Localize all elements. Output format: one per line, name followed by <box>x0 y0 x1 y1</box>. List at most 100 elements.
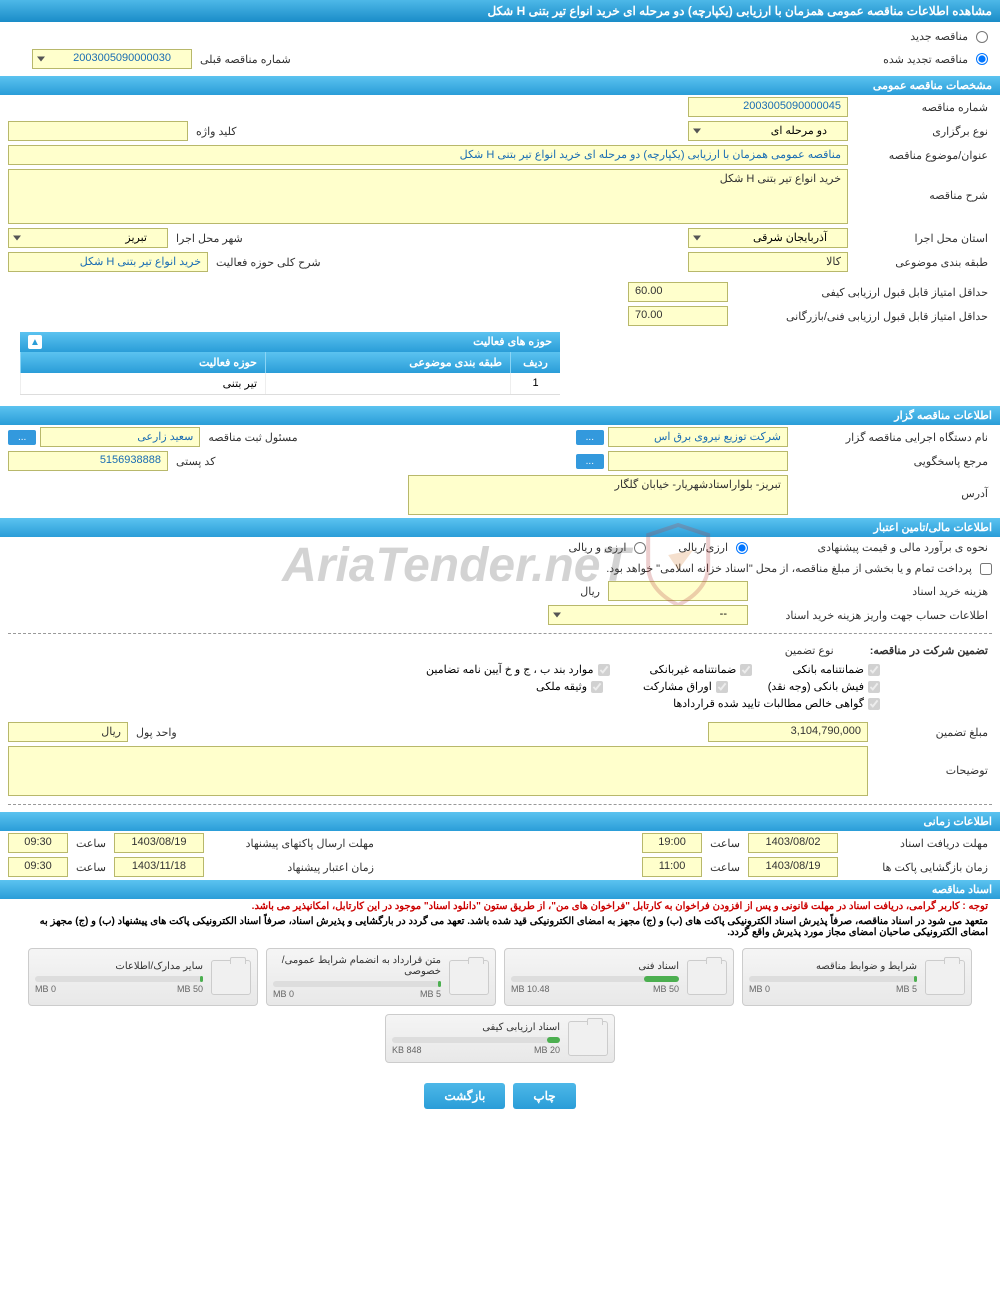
cb-bank-guarantee[interactable] <box>868 664 880 676</box>
prev-number-dropdown[interactable]: 2003005090000030 <box>32 49 192 69</box>
cb-receivables-label: گواهی خالص مطالبات تایید شده قراردادها <box>673 697 864 710</box>
radio-renewed-label: مناقصه تجدید شده <box>879 51 972 68</box>
time-label-1: ساعت <box>706 835 744 852</box>
section-time: اطلاعات زمانی <box>0 811 1000 831</box>
reference-more-button[interactable]: ... <box>576 454 604 469</box>
cb-nonbank-guarantee[interactable] <box>740 664 752 676</box>
cb-securities[interactable] <box>716 681 728 693</box>
reference-label: مرجع پاسخگویی <box>792 453 992 470</box>
activity-desc-field: خرید انواع تیر بتنی H شکل <box>8 252 208 272</box>
payment-note: پرداخت تمام و یا بخشی از مبلغ مناقصه، از… <box>602 560 976 577</box>
section-tenderer: اطلاعات مناقصه گزار <box>0 405 1000 425</box>
collapse-icon[interactable]: ▲ <box>28 335 42 349</box>
opening-label: زمان بازگشایی پاکت ها <box>842 859 992 876</box>
keyword-label: کلید واژه <box>192 123 240 140</box>
file-box[interactable]: اسناد ارزیابی کیفی 20 MB 848 KB <box>385 1014 615 1063</box>
opening-date: 1403/08/19 <box>748 857 838 877</box>
col-row: ردیف <box>510 352 560 373</box>
progress-bar <box>35 976 203 982</box>
address-label: آدرس <box>792 475 992 502</box>
account-label: اطلاعات حساب جهت واریز هزینه خرید اسناد <box>752 607 992 624</box>
tender-number-label: شماره مناقصه <box>852 99 992 116</box>
folder-icon <box>568 1021 608 1056</box>
file-used: 0 MB <box>749 984 770 994</box>
validity-time: 09:30 <box>8 857 68 877</box>
doc-cost-unit: ریال <box>576 583 604 600</box>
page-title: مشاهده اطلاعات مناقصه عمومی همزمان با ار… <box>0 0 1000 22</box>
category-label: طبقه بندی موضوعی <box>852 254 992 271</box>
subject-field: مناقصه عمومی همزمان با ارزیابی (یکپارچه)… <box>8 145 848 165</box>
category-field: کالا <box>688 252 848 272</box>
file-title: شرایط و ضوابط مناقصه <box>749 961 917 972</box>
divider <box>8 804 992 805</box>
progress-bar <box>749 976 917 982</box>
file-box[interactable]: سایر مدارک/اطلاعات 50 MB0 MB <box>28 948 258 1006</box>
validity-date: 1403/11/18 <box>114 857 204 877</box>
file-used: 10.48 MB <box>511 984 550 994</box>
min-tech-label: حداقل امتیاز قابل قبول ارزیابی فنی/بازرگ… <box>732 308 992 325</box>
radio-renewed-tender[interactable] <box>976 53 988 65</box>
time-label-3: ساعت <box>706 859 744 876</box>
keyword-field[interactable] <box>8 121 188 141</box>
section-general-specs: مشخصات مناقصه عمومی <box>0 75 1000 95</box>
radio-currency[interactable] <box>634 542 646 554</box>
opening-time: 11:00 <box>642 857 702 877</box>
file-title: سایر مدارک/اطلاعات <box>35 961 203 972</box>
notes-label: توضیحات <box>872 746 992 779</box>
print-button[interactable]: چاپ <box>513 1083 575 1109</box>
cb-nonbank-guarantee-label: ضمانتنامه غیربانکی <box>650 663 737 676</box>
radio-new-tender[interactable] <box>976 31 988 43</box>
min-quality-label: حداقل امتیاز قابل قبول ارزیابی کیفی <box>732 284 992 301</box>
cb-payment-note[interactable] <box>980 563 992 575</box>
org-label: نام دستگاه اجرایی مناقصه گزار <box>792 429 992 446</box>
radio-new-label: مناقصه جدید <box>906 28 972 45</box>
doc-cost-label: هزینه خرید اسناد <box>752 583 992 600</box>
cb-property[interactable] <box>591 681 603 693</box>
section-docs: اسناد مناقصه <box>0 879 1000 899</box>
file-total: 5 MB <box>420 989 441 999</box>
send-deadline-date: 1403/08/19 <box>114 833 204 853</box>
tender-status-section: مناقصه جدید مناقصه تجدید شده شماره مناقص… <box>0 22 1000 75</box>
description-field[interactable]: خرید انواع تیر بتنی H شکل <box>8 169 848 224</box>
postal-label: کد پستی <box>172 453 219 470</box>
responsible-label: مسئول ثبت مناقصه <box>204 429 301 446</box>
city-dropdown[interactable]: تبریز <box>8 228 168 248</box>
cb-bond[interactable] <box>598 664 610 676</box>
file-box[interactable]: شرایط و ضوابط مناقصه 5 MB 0 MB <box>742 948 972 1006</box>
folder-icon <box>449 960 489 995</box>
back-button[interactable]: بازگشت <box>424 1083 505 1109</box>
file-total: 20 MB <box>534 1045 560 1055</box>
currency-unit-field: ریال <box>8 722 128 742</box>
notes-field[interactable] <box>8 746 868 796</box>
min-quality-field: 60.00 <box>628 282 728 302</box>
file-box[interactable]: اسناد فنی 50 MB10.48 MB <box>504 948 734 1006</box>
cb-bond-label: موارد بند ب ، ج و خ آیین نامه تضامین <box>426 663 593 676</box>
col-category: طبقه بندی موضوعی <box>265 352 510 373</box>
file-title: اسناد ارزیابی کیفی <box>392 1022 560 1033</box>
file-total: 50 MB <box>653 984 679 994</box>
doc-cost-field[interactable] <box>608 581 748 601</box>
cb-receivables[interactable] <box>868 698 880 710</box>
responsible-more-button[interactable]: ... <box>8 430 36 445</box>
account-dropdown[interactable]: -- <box>548 605 748 625</box>
send-deadline-label: مهلت ارسال پاکتهای پیشنهاد <box>208 835 378 852</box>
cb-bank-receipt-label: فیش بانکی (وجه نقد) <box>768 680 864 693</box>
guarantee-amount-label: مبلغ تضمین <box>872 724 992 741</box>
cb-bank-receipt[interactable] <box>868 681 880 693</box>
org-more-button[interactable]: ... <box>576 430 604 445</box>
send-deadline-time: 09:30 <box>8 833 68 853</box>
file-box[interactable]: متن قرارداد به انضمام شرایط عمومی/خصوصی … <box>266 948 496 1006</box>
file-used: 0 MB <box>35 984 56 994</box>
org-field: شرکت توزیع نیروی برق اس <box>608 427 788 447</box>
radio-rial[interactable] <box>736 542 748 554</box>
file-used: 848 KB <box>392 1045 422 1055</box>
radio-rial-label: ارزی/ریالی <box>674 539 732 556</box>
folder-icon <box>211 960 251 995</box>
divider <box>8 633 992 634</box>
province-dropdown[interactable]: آذربایجان شرقی <box>688 228 848 248</box>
doc-deadline-date: 1403/08/02 <box>748 833 838 853</box>
file-total: 5 MB <box>896 984 917 994</box>
cb-securities-label: اوراق مشارکت <box>643 680 712 693</box>
notice-1: توجه : کاربر گرامی، دریافت اسناد در مهلت… <box>0 899 1000 914</box>
type-dropdown[interactable]: دو مرحله ای <box>688 121 848 141</box>
